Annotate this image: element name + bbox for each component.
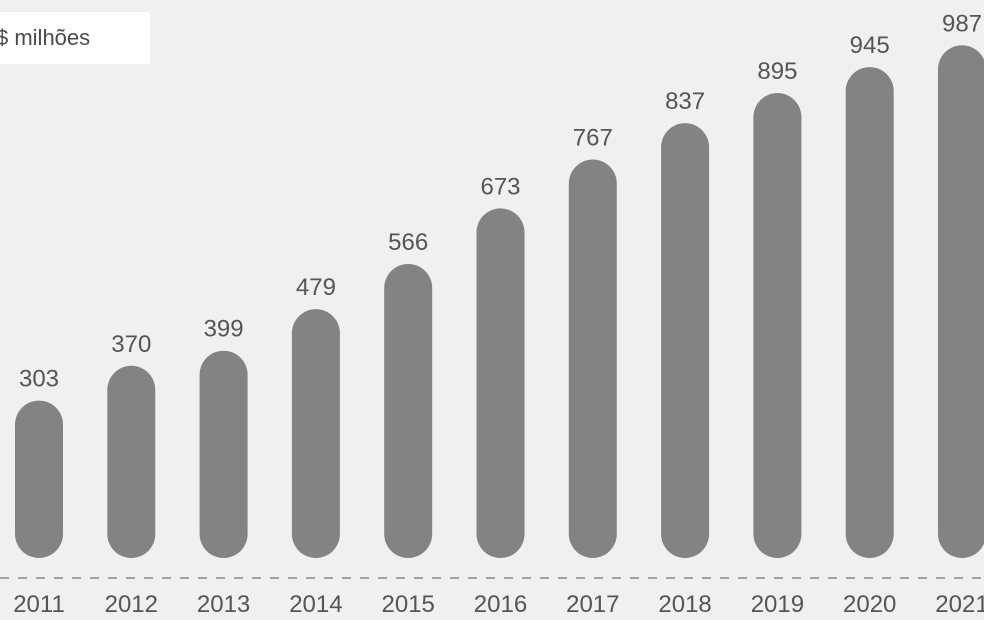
x-tick-label-2011: 2011: [13, 591, 65, 618]
x-tick-label-2016: 2016: [474, 591, 527, 618]
x-tick-label-2013: 2013: [197, 591, 250, 618]
x-tick-label-2019: 2019: [751, 591, 804, 618]
bar-2011: [15, 400, 63, 558]
bar-2015: [384, 263, 433, 558]
value-label-2020: 945: [850, 32, 890, 59]
value-label-2018: 837: [665, 88, 705, 115]
bar-2012: [107, 365, 156, 558]
x-tick-label-2014: 2014: [289, 591, 342, 618]
x-tick-label-2018: 2018: [658, 591, 711, 618]
bar-2020: [845, 67, 894, 558]
value-label-2017: 767: [573, 125, 613, 152]
value-label-2012: 370: [111, 331, 151, 358]
bar-2017: [568, 159, 617, 558]
bar-2016: [476, 208, 525, 558]
value-label-2015: 566: [388, 229, 428, 256]
x-tick-label-2015: 2015: [382, 591, 435, 618]
value-label-2014: 479: [296, 274, 336, 301]
value-label-2019: 895: [757, 58, 797, 85]
x-tick-label-2017: 2017: [566, 591, 619, 618]
value-label-2011: 303: [19, 366, 59, 393]
bar-2013: [199, 350, 248, 558]
value-label-2013: 399: [204, 316, 244, 343]
x-tick-label-2012: 2012: [105, 591, 158, 618]
bar-2018: [661, 123, 710, 558]
value-label-2021: 987: [942, 10, 982, 37]
x-tick-label-2020: 2020: [843, 591, 896, 618]
bar-2019: [753, 93, 802, 559]
value-label-2016: 673: [480, 173, 520, 200]
x-tick-label-2021: 2021: [935, 591, 984, 618]
bar-2014: [291, 309, 340, 558]
unit-label: $ milhões: [0, 12, 150, 64]
bar-2021: [938, 45, 984, 558]
